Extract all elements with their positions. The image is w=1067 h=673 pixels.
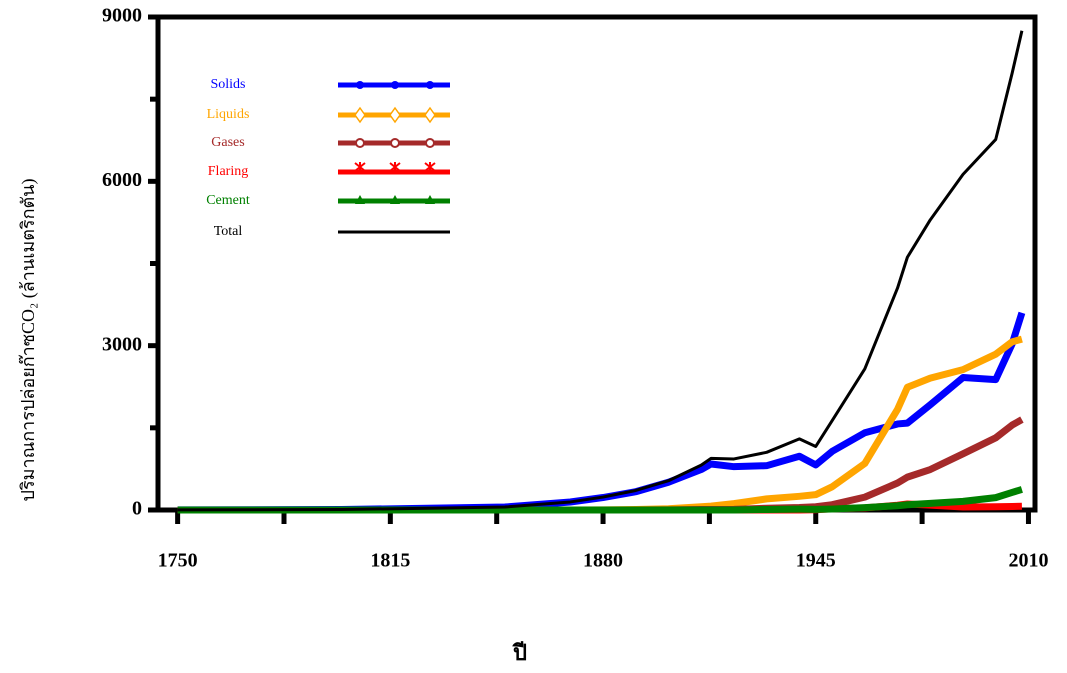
- legend-marker: [425, 108, 435, 122]
- legend-marker: [356, 139, 364, 147]
- x-tick-label: 1750: [158, 550, 198, 572]
- legend-marker: [355, 108, 365, 122]
- chart: ปริมาณการปล่อยก๊าซCO₂ (ล้านเมตริกตัน) ปี…: [0, 0, 1067, 673]
- legend-marker: [391, 139, 399, 147]
- y-tick-label: 0: [132, 498, 142, 520]
- legend-label: Solids: [210, 77, 245, 92]
- legend-marker: [356, 81, 364, 89]
- x-tick-label: 1880: [583, 550, 623, 572]
- x-tick-label: 1945: [796, 550, 836, 572]
- legend-label: Total: [214, 224, 243, 239]
- y-tick-label: 3000: [102, 333, 142, 355]
- legend-marker: [390, 108, 400, 122]
- legend-marker: [426, 81, 434, 89]
- x-tick-label: 2010: [1008, 550, 1048, 572]
- legend-marker: [390, 162, 400, 172]
- legend-marker: [426, 139, 434, 147]
- series-line: [178, 31, 1022, 510]
- legend-label: Gases: [211, 135, 244, 150]
- plot-frame: [158, 17, 1035, 510]
- legend-marker: [355, 162, 365, 172]
- y-axis-label: ปริมาณการปล่อยก๊าซCO₂ (ล้านเมตริกตัน): [18, 179, 39, 502]
- legend-marker: [425, 162, 435, 172]
- legend-label: Liquids: [207, 107, 250, 122]
- x-tick-label: 1815: [370, 550, 410, 572]
- y-tick-label: 6000: [102, 169, 142, 191]
- legend-label: Flaring: [208, 164, 248, 179]
- x-axis-label: ปี: [512, 640, 527, 665]
- legend-label: Cement: [206, 193, 250, 208]
- y-tick-label: 9000: [102, 5, 142, 27]
- legend-marker: [391, 81, 399, 89]
